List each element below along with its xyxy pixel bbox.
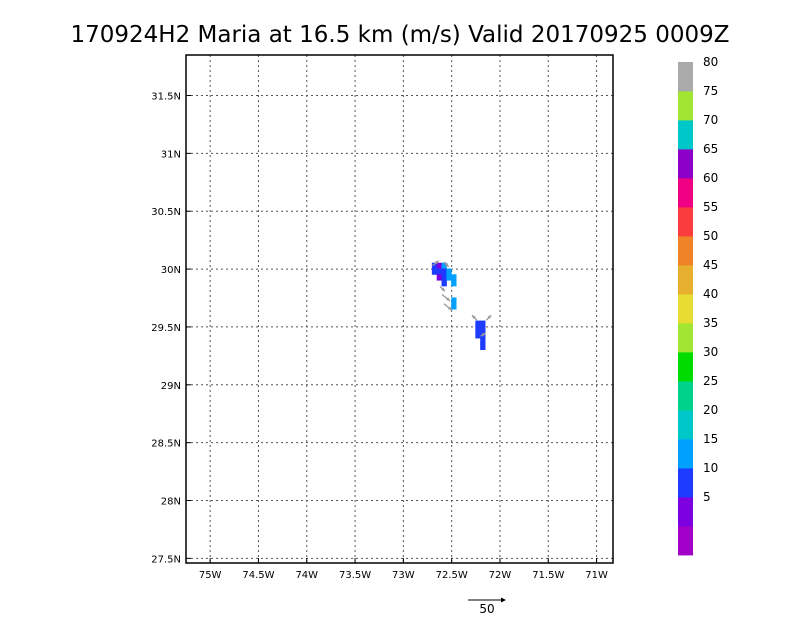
wind-speed-cell bbox=[436, 268, 443, 275]
colorbar-label: 40 bbox=[703, 287, 718, 301]
chart-title: 170924H2 Maria at 16.5 km (m/s) Valid 20… bbox=[70, 22, 729, 48]
wind-speed-cell bbox=[451, 280, 457, 287]
x-tick-label: 74.5W bbox=[242, 570, 274, 581]
grid-lines bbox=[186, 55, 613, 563]
x-tick-label: 75W bbox=[199, 570, 222, 581]
y-tick-label: 29N bbox=[161, 381, 181, 392]
x-axis-ticks: 75W 74.5W 74W 73.5W 73W 72.5W 72W 71.5W 71W bbox=[199, 558, 608, 581]
wind-speed-cell bbox=[451, 303, 457, 310]
wind-speed-cell bbox=[446, 268, 452, 275]
colorbar-swatch bbox=[678, 265, 693, 295]
colorbar-label: 75 bbox=[703, 84, 718, 98]
colorbar-swatch bbox=[678, 410, 693, 440]
colorbar-label: 55 bbox=[703, 200, 718, 214]
colorbar-label: 20 bbox=[703, 403, 718, 417]
colorbar-label: 35 bbox=[703, 316, 718, 330]
wind-speed-cell bbox=[441, 268, 447, 275]
colorbar-swatch bbox=[678, 497, 693, 527]
reference-vector-label: 50 bbox=[479, 602, 494, 616]
wind-vector-head bbox=[444, 263, 449, 267]
colorbar-swatch bbox=[678, 149, 693, 179]
wind-speed-cell bbox=[441, 262, 447, 269]
wind-speed-cell bbox=[480, 337, 486, 345]
colorbar-swatch bbox=[678, 323, 693, 353]
colorbar-label: 80 bbox=[703, 55, 718, 69]
colorbar-label: 65 bbox=[703, 142, 718, 156]
colorbar-swatch bbox=[678, 91, 693, 121]
wind-speed-cell bbox=[475, 320, 481, 327]
colorbar-label: 50 bbox=[703, 229, 718, 243]
y-tick-label: 31N bbox=[161, 149, 181, 160]
x-tick-label: 71W bbox=[585, 570, 608, 581]
colorbar-swatch bbox=[678, 526, 693, 556]
y-tick-label: 28N bbox=[161, 497, 181, 508]
x-tick-label: 71.5W bbox=[532, 570, 564, 581]
wind-vectors bbox=[431, 260, 492, 337]
colorbar-label: 70 bbox=[703, 113, 718, 127]
reference-vector-head bbox=[501, 597, 506, 603]
x-tick-label: 74W bbox=[295, 570, 318, 581]
wind-speed-cell bbox=[475, 332, 481, 339]
wind-speed-cell bbox=[480, 343, 486, 351]
wind-vector-head bbox=[441, 287, 445, 292]
colorbar-swatch bbox=[678, 439, 693, 469]
colorbar-label: 25 bbox=[703, 374, 718, 388]
wind-speed-cell bbox=[446, 274, 452, 281]
wind-vector-head bbox=[481, 332, 486, 337]
colorbar-label: 45 bbox=[703, 258, 718, 272]
wind-speed-cells bbox=[431, 262, 486, 351]
wind-speed-cell bbox=[480, 320, 486, 327]
wind-speed-cell bbox=[431, 268, 438, 275]
colorbar: 5 10 15 20 25 30 35 40 45 50 55 60 65 70 75 80 bbox=[678, 55, 718, 556]
wind-speed-cell bbox=[441, 274, 447, 281]
wind-speed-cell bbox=[451, 297, 457, 304]
y-tick-label: 30.5N bbox=[151, 207, 181, 218]
plot-frame bbox=[185, 54, 614, 564]
wind-vector-head bbox=[471, 315, 476, 319]
wind-speed-cell bbox=[475, 326, 481, 333]
colorbar-label: 30 bbox=[703, 345, 718, 359]
x-tick-label: 72.5W bbox=[436, 570, 468, 581]
wind-vector-head bbox=[448, 306, 452, 311]
wind-speed-cell bbox=[451, 274, 457, 281]
colorbar-label: 10 bbox=[703, 461, 718, 475]
wind-speed-cell bbox=[480, 326, 486, 333]
colorbar-swatch bbox=[678, 236, 693, 266]
x-tick-label: 72W bbox=[489, 570, 512, 581]
colorbar-swatch bbox=[678, 178, 693, 208]
y-tick-label: 31.5N bbox=[151, 92, 181, 103]
y-tick-label: 29.5N bbox=[151, 323, 181, 334]
y-tick-label: 30N bbox=[161, 265, 181, 276]
wind-speed-cell bbox=[436, 262, 443, 269]
colorbar-swatch bbox=[678, 62, 693, 92]
wind-speed-cell bbox=[441, 280, 447, 287]
y-tick-label: 28.5N bbox=[151, 439, 181, 450]
colorbar-swatch bbox=[678, 120, 693, 150]
colorbar-label: 15 bbox=[703, 432, 718, 446]
colorbar-label: 60 bbox=[703, 171, 718, 185]
colorbar-swatch bbox=[678, 294, 693, 324]
colorbar-swatch bbox=[678, 468, 693, 498]
x-tick-label: 73W bbox=[392, 570, 415, 581]
colorbar-swatch bbox=[678, 381, 693, 411]
wind-vector-head bbox=[446, 297, 451, 301]
wind-speed-cell bbox=[431, 262, 438, 269]
y-tick-label: 27.5N bbox=[151, 554, 181, 565]
wind-vector-head bbox=[487, 315, 492, 319]
colorbar-swatch bbox=[678, 207, 693, 237]
y-axis-ticks: 27.5N 28N 28.5N 29N 29.5N 30N 30.5N 31N 31.5N bbox=[151, 92, 191, 565]
colorbar-label: 5 bbox=[703, 490, 711, 504]
x-tick-label: 73.5W bbox=[339, 570, 371, 581]
wind-vector-head bbox=[434, 260, 439, 265]
colorbar-swatch bbox=[678, 352, 693, 382]
wind-speed-cell bbox=[436, 274, 443, 281]
reference-vector: 50 bbox=[468, 597, 506, 616]
